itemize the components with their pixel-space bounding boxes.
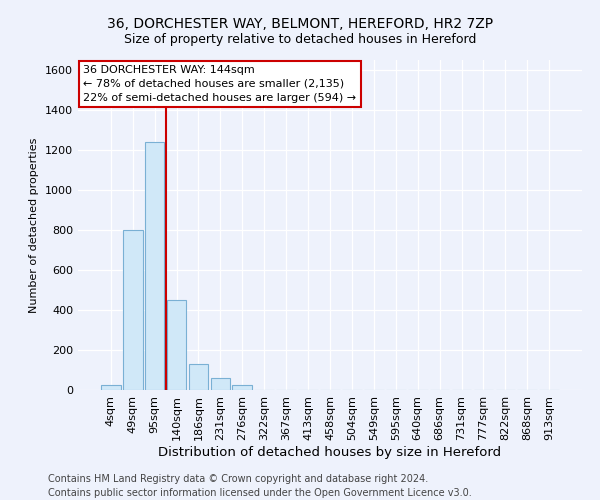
Bar [188, 364, 208, 390]
Bar [167, 300, 187, 390]
Text: Contains HM Land Registry data © Crown copyright and database right 2024.
Contai: Contains HM Land Registry data © Crown c… [48, 474, 472, 498]
Bar [145, 142, 164, 390]
Text: 36 DORCHESTER WAY: 144sqm
← 78% of detached houses are smaller (2,135)
22% of se: 36 DORCHESTER WAY: 144sqm ← 78% of detac… [83, 65, 356, 103]
Bar [101, 385, 121, 390]
Bar [123, 230, 143, 390]
Y-axis label: Number of detached properties: Number of detached properties [29, 138, 40, 312]
Bar [232, 385, 252, 390]
Bar [211, 378, 230, 390]
Text: 36, DORCHESTER WAY, BELMONT, HEREFORD, HR2 7ZP: 36, DORCHESTER WAY, BELMONT, HEREFORD, H… [107, 18, 493, 32]
Text: Size of property relative to detached houses in Hereford: Size of property relative to detached ho… [124, 32, 476, 46]
X-axis label: Distribution of detached houses by size in Hereford: Distribution of detached houses by size … [158, 446, 502, 458]
